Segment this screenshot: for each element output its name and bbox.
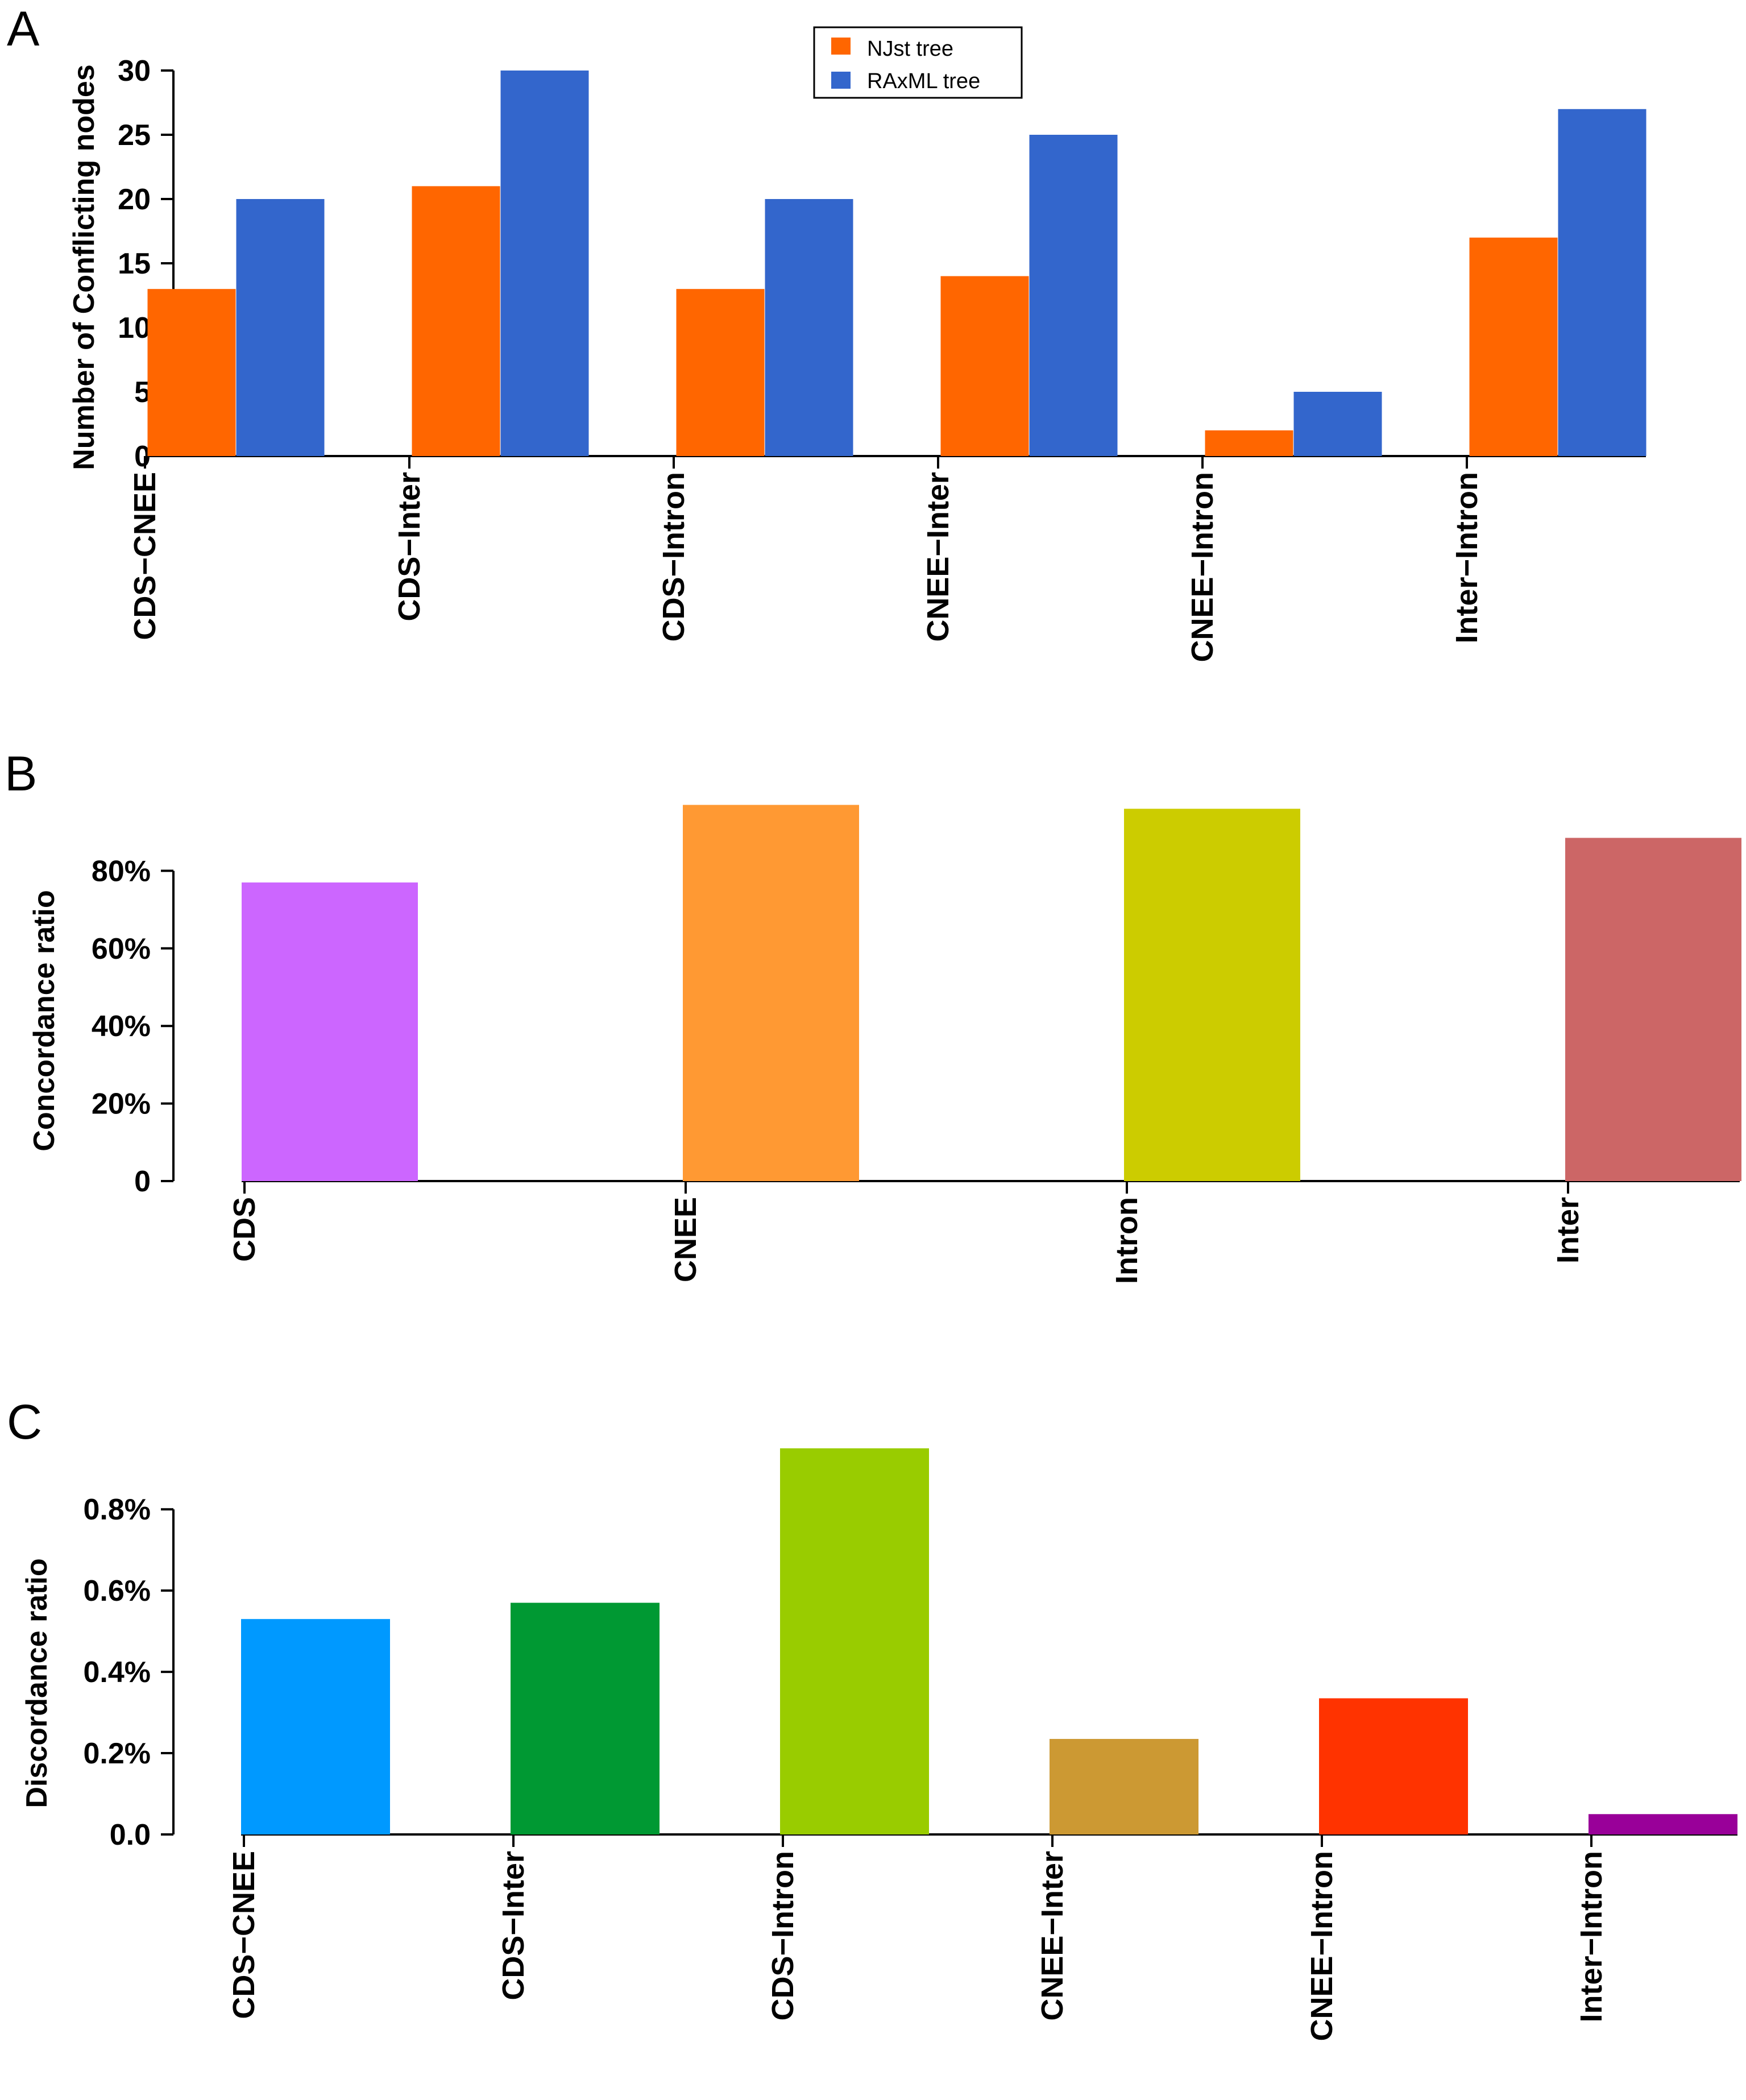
x-category-label: Inter−Intron	[1574, 1851, 1608, 2023]
legend-swatch-raxml	[831, 72, 851, 89]
y-tick-label: 0.6%	[83, 1575, 151, 1608]
legend-label-raxml: RAxML tree	[867, 69, 980, 93]
panel-c-bars	[241, 1448, 1737, 1834]
bar	[1589, 1814, 1737, 1834]
x-category-label: CDS−Inter	[496, 1851, 530, 2000]
y-tick-label: 0.8%	[83, 1493, 151, 1526]
x-category-label: CDS−Intron	[657, 472, 691, 642]
bar	[683, 805, 859, 1181]
bar-njst	[940, 276, 1029, 456]
x-category-label: Inter	[1551, 1197, 1585, 1264]
x-category-label: CDS−Inter	[392, 472, 426, 622]
y-tick-label: 0.2%	[83, 1737, 151, 1770]
y-tick-label: 20	[118, 183, 151, 216]
panel-a-bars	[147, 71, 1647, 457]
bar	[1050, 1739, 1198, 1834]
y-tick-label: 30	[118, 55, 151, 88]
panel-a-category-labels: CDS−CNEE CDS−Inter CDS−Intron CNEE−Inter CNE…	[128, 472, 1484, 662]
y-tick-label: 15	[118, 247, 151, 280]
x-category-label: CNEE−Inter	[1035, 1851, 1069, 2021]
y-tick-label: 0.0	[110, 1819, 151, 1852]
y-tick-label: 0.4%	[83, 1656, 151, 1689]
bar	[780, 1448, 929, 1834]
bar	[511, 1602, 660, 1834]
panel-c-y-axis-title: Discordance ratio	[20, 1558, 53, 1808]
bar	[241, 1619, 390, 1834]
y-tick-label: 60%	[92, 933, 151, 966]
y-tick-label: 40%	[92, 1010, 151, 1043]
x-category-label: CDS−CNEE	[227, 1851, 261, 2019]
panel-b: B 0 20% 40% 60% 80% CDS CNEE Intron Inter Conco…	[5, 747, 1741, 1284]
y-tick-label: 25	[118, 119, 151, 152]
legend-label-njst: NJst tree	[867, 37, 953, 61]
bar	[1124, 809, 1300, 1181]
x-category-label: Intron	[1110, 1197, 1144, 1284]
bar-njst	[1205, 430, 1293, 456]
x-category-label: CDS−CNEE	[128, 472, 162, 640]
x-category-label: CNEE−Intron	[1305, 1851, 1339, 2041]
x-category-label: CDS	[227, 1197, 262, 1262]
x-category-label: CNEE	[669, 1197, 703, 1282]
panel-b-letter: B	[5, 747, 37, 801]
bar-raxml	[500, 71, 589, 456]
panel-a-y-axis-title: Number of Conflicting nodes	[68, 64, 101, 470]
bar-raxml	[236, 199, 325, 456]
panel-a-legend: NJst tree RAxML tree	[813, 26, 1023, 99]
panel-b-bars	[242, 805, 1741, 1181]
y-tick-label: 20%	[92, 1088, 151, 1121]
panel-b-category-labels: CDS CNEE Intron Inter	[227, 1197, 1585, 1284]
bar-raxml	[1029, 135, 1118, 456]
bar	[1565, 838, 1741, 1181]
panel-c-axes: 0.0 0.2% 0.4% 0.6% 0.8%	[83, 1493, 1737, 1852]
bar-njst	[147, 289, 236, 456]
bar-raxml	[765, 199, 853, 456]
panel-b-y-axis-title: Concordance ratio	[28, 890, 61, 1151]
y-tick-label: 0	[134, 1165, 151, 1198]
x-category-label: CNEE−Intron	[1185, 472, 1220, 662]
panel-c-category-labels: CDS−CNEE CDS−Inter CDS−Intron CNEE−Inter CNE…	[227, 1851, 1608, 2041]
panel-c-letter: C	[7, 1395, 42, 1449]
x-category-label: CDS−Intron	[766, 1851, 800, 2021]
x-category-label: CNEE−Inter	[921, 472, 955, 642]
bar-raxml	[1558, 109, 1647, 457]
legend-swatch-njst	[831, 38, 851, 55]
bar-njst	[412, 186, 500, 456]
panel-a-letter: A	[7, 2, 40, 56]
x-category-label: Inter−Intron	[1450, 472, 1484, 644]
panel-b-axes: 0 20% 40% 60% 80%	[92, 855, 1740, 1198]
bar-njst	[676, 289, 765, 456]
bar	[1319, 1698, 1468, 1834]
bar	[242, 882, 418, 1181]
bar-raxml	[1293, 392, 1382, 456]
y-tick-label: 10	[118, 312, 151, 345]
bar-njst	[1469, 237, 1558, 456]
panel-c: C 0.00.2%0.4%0.6%0.8% CDS−CNEE CDS−Inter C…	[7, 1395, 1737, 2041]
y-tick-label: 80%	[92, 855, 151, 888]
